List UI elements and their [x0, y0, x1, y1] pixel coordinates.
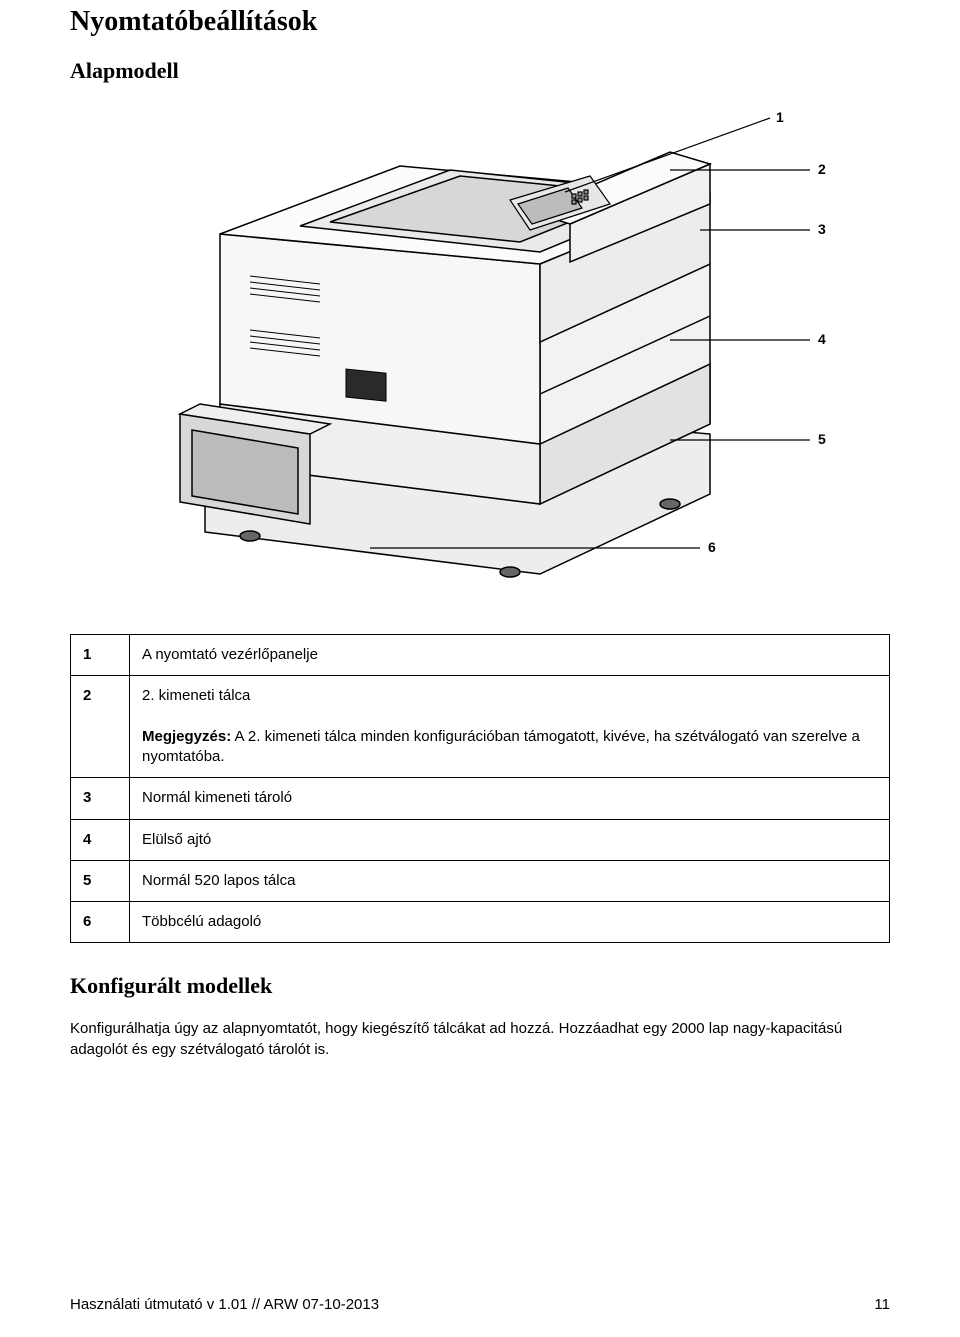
table-row: 3 Normál kimeneti tároló	[71, 778, 890, 819]
callout-5: 5	[818, 431, 826, 447]
page-footer: Használati útmutató v 1.01 // ARW 07-10-…	[70, 1296, 890, 1313]
row-text: Normál 520 lapos tálca	[130, 860, 890, 901]
row-num: 5	[71, 860, 130, 901]
printer-diagram: 1 2 3 4 5 6	[70, 104, 890, 604]
footer-page-number: 11	[874, 1296, 890, 1313]
callout-6: 6	[708, 539, 716, 555]
printer-feeder-icon	[180, 404, 330, 524]
row-text: Normál kimeneti tároló	[130, 778, 890, 819]
callout-4: 4	[818, 331, 826, 347]
row-num: 1	[71, 635, 130, 676]
row-text: Elülső ajtó	[130, 819, 890, 860]
callout-3: 3	[818, 221, 826, 237]
table-row: 6 Többcélú adagoló	[71, 902, 890, 943]
table-row: 5 Normál 520 lapos tálca	[71, 860, 890, 901]
note-label: Megjegyzés:	[142, 728, 231, 745]
row-num: 3	[71, 778, 130, 819]
callout-1: 1	[776, 109, 784, 125]
row-text: A nyomtató vezérlőpanelje	[130, 635, 890, 676]
footer-left: Használati útmutató v 1.01 // ARW 07-10-…	[70, 1296, 379, 1313]
callout-2: 2	[818, 161, 826, 177]
table-row: 1 A nyomtató vezérlőpanelje	[71, 635, 890, 676]
page-title: Nyomtatóbeállítások	[70, 6, 890, 38]
row-main-text: 2. kimeneti tálca	[142, 687, 250, 704]
section-heading-configured: Konfigurált modellek	[70, 973, 890, 999]
parts-table: 1 A nyomtató vezérlőpanelje 2 2. kimenet…	[70, 634, 890, 943]
body-paragraph: Konfigurálhatja úgy az alapnyomtatót, ho…	[70, 1019, 890, 1060]
row-num: 6	[71, 902, 130, 943]
row-text: 2. kimeneti tálca Megjegyzés: A 2. kimen…	[130, 676, 890, 778]
row-text: Többcélú adagoló	[130, 902, 890, 943]
table-row: 4 Elülső ajtó	[71, 819, 890, 860]
row-num: 2	[71, 676, 130, 778]
table-row: 2 2. kimeneti tálca Megjegyzés: A 2. kim…	[71, 676, 890, 778]
page: Nyomtatóbeállítások Alapmodell	[0, 6, 960, 1337]
row-num: 4	[71, 819, 130, 860]
section-heading-basemodel: Alapmodell	[70, 58, 890, 84]
note-text: A 2. kimeneti tálca minden konfigurációb…	[142, 728, 860, 765]
